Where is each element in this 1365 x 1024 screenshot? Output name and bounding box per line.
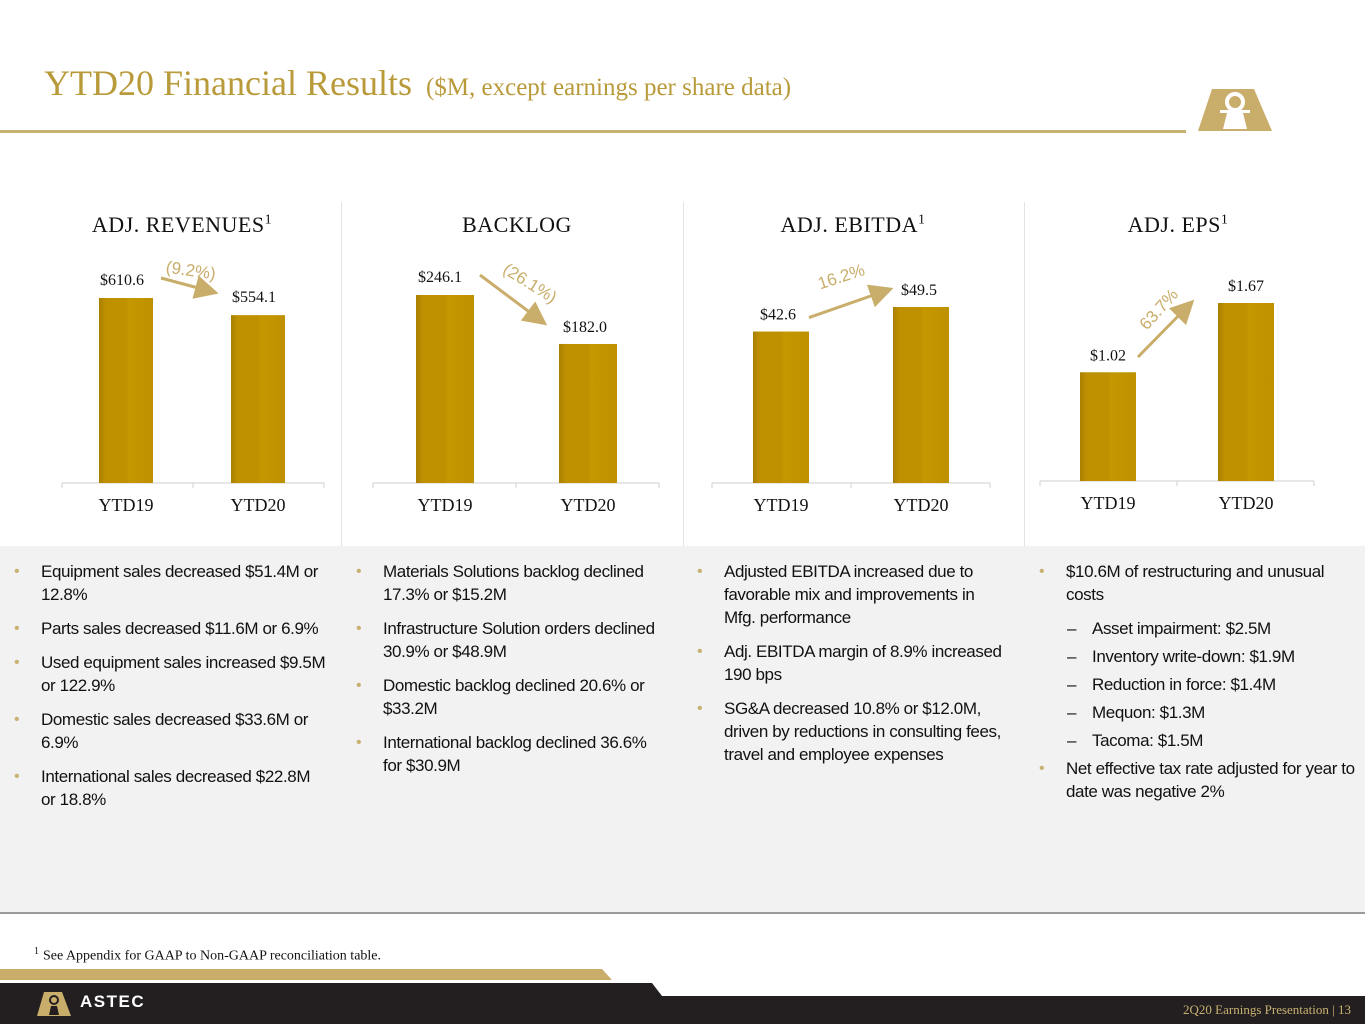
- astec-logo-icon: [37, 992, 71, 1016]
- bar-ytd20: [231, 315, 285, 483]
- list-item: International backlog declined 36.6% for…: [354, 731, 669, 777]
- page-title-row: YTD20 Financial Results ($M, except earn…: [44, 62, 791, 104]
- list-item: Materials Solutions backlog declined 17.…: [354, 560, 669, 606]
- notes-eps: $10.6M of restructuring and unusual cost…: [1037, 560, 1359, 814]
- list-item: Infrastructure Solution orders declined …: [354, 617, 669, 663]
- list-item: Net effective tax rate adjusted for year…: [1037, 757, 1359, 803]
- title-divider: [0, 130, 1186, 133]
- bar-ytd19: [753, 331, 809, 483]
- bar-ytd20: [559, 343, 617, 483]
- bar-ytd19: [416, 295, 474, 483]
- notes-ebitda: Adjusted EBITDA increased due to favorab…: [695, 560, 1010, 777]
- x-tick-label: YTD19: [418, 495, 473, 515]
- data-label: $1.02: [1090, 347, 1126, 364]
- change-label: (26.1%): [500, 260, 561, 308]
- x-tick-label: YTD19: [1081, 493, 1136, 513]
- page-title: YTD20 Financial Results: [44, 63, 412, 103]
- bar-ytd19: [1080, 372, 1136, 481]
- change-arrow: [160, 275, 219, 299]
- list-item: Used equipment sales increased $9.5M or …: [12, 651, 327, 697]
- data-label: $182.0: [563, 319, 607, 336]
- data-label: $1.67: [1228, 278, 1264, 295]
- sub-list-item: Asset impairment: $2.5M: [1037, 617, 1359, 640]
- change-arrow: [1136, 299, 1195, 359]
- x-tick-label: YTD20: [1219, 493, 1274, 513]
- chart-title-adj-ebitda: ADJ. EBITDA1: [780, 212, 926, 237]
- list-item: Adjusted EBITDA increased due to favorab…: [695, 560, 1010, 629]
- notes-backlog: Materials Solutions backlog declined 17.…: [354, 560, 669, 788]
- change-arrow: [808, 284, 894, 319]
- list-item: International sales decreased $22.8M or …: [12, 765, 327, 811]
- list-item: SG&A decreased 10.8% or $12.0M, driven b…: [695, 697, 1010, 766]
- sub-list-item: Mequon: $1.3M: [1037, 701, 1359, 724]
- change-arrow: [479, 273, 548, 326]
- astec-logo-icon: [1198, 89, 1272, 131]
- chart-title-backlog: BACKLOG: [462, 212, 572, 237]
- bar-ytd20: [1218, 303, 1274, 481]
- bar-ytd19: [99, 298, 153, 483]
- x-tick-label: YTD20: [894, 495, 949, 515]
- sub-list-item: Reduction in force: $1.4M: [1037, 673, 1359, 696]
- data-label: $42.6: [760, 307, 796, 324]
- data-label: $554.1: [232, 289, 276, 306]
- list-item: Adj. EBITDA margin of 8.9% increased 190…: [695, 640, 1010, 686]
- notes-revenues: Equipment sales decreased $51.4M or 12.8…: [12, 560, 327, 822]
- sub-list-item: Tacoma: $1.5M: [1037, 729, 1359, 752]
- change-label: 16.2%: [815, 260, 867, 293]
- notes-bottom-rule: [0, 912, 1365, 914]
- page-label: 2Q20 Earnings Presentation | 13: [1183, 1002, 1351, 1017]
- footnote: 1 See Appendix for GAAP to Non-GAAP recon…: [34, 946, 382, 964]
- chart-title-adj-revenues: ADJ. REVENUES1: [91, 212, 273, 237]
- footer-brand: ASTEC: [80, 992, 146, 1011]
- data-label: $610.6: [100, 272, 144, 289]
- x-tick-label: YTD20: [561, 495, 616, 515]
- chart-title-adj-eps: ADJ. EPS1: [1127, 212, 1229, 237]
- x-tick-label: YTD20: [231, 495, 286, 515]
- sub-list-item: Inventory write-down: $1.9M: [1037, 645, 1359, 668]
- list-item: Parts sales decreased $11.6M or 6.9%: [12, 617, 327, 640]
- data-label: $49.5: [901, 282, 937, 299]
- x-tick-label: YTD19: [99, 495, 154, 515]
- list-item: Domestic sales decreased $33.6M or 6.9%: [12, 708, 327, 754]
- list-item: Equipment sales decreased $51.4M or 12.8…: [12, 560, 327, 606]
- x-tick-label: YTD19: [754, 495, 809, 515]
- bar-ytd20: [893, 307, 949, 483]
- change-label: 63.7%: [1136, 285, 1182, 334]
- list-item: Domestic backlog declined 20.6% or $33.2…: [354, 674, 669, 720]
- list-item: $10.6M of restructuring and unusual cost…: [1037, 560, 1359, 606]
- footer-bar: [0, 969, 1365, 1024]
- page-subtitle: ($M, except earnings per share data): [425, 74, 792, 101]
- data-label: $246.1: [418, 269, 462, 286]
